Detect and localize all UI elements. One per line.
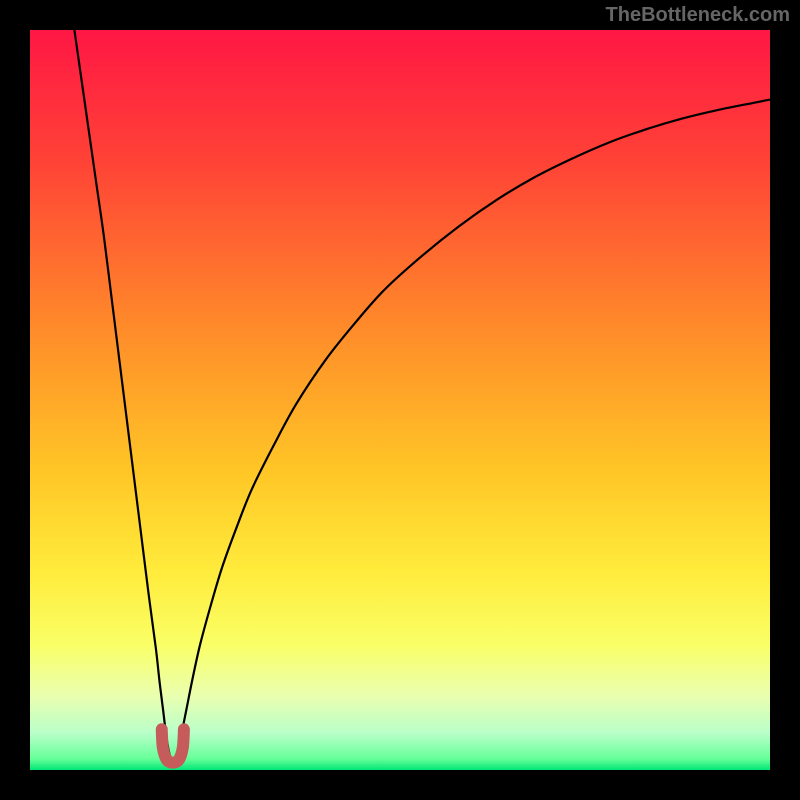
- bottleneck-chart: [0, 0, 800, 800]
- gradient-background: [30, 30, 770, 770]
- chart-container: TheBottleneck.com: [0, 0, 800, 800]
